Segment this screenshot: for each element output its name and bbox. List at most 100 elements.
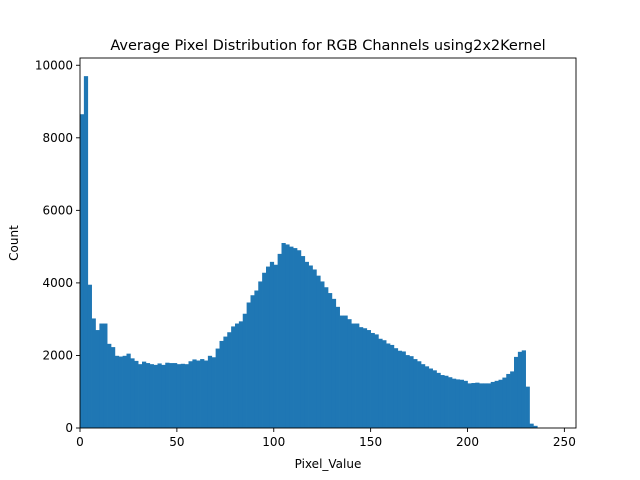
histogram-bar [211, 357, 216, 428]
histogram-bar [130, 358, 135, 428]
histogram-bar [134, 360, 139, 428]
histogram-bar [397, 350, 402, 428]
histogram-bar [529, 423, 534, 428]
histogram-bar [533, 425, 538, 428]
histogram-bar [409, 356, 414, 428]
histogram-bar [320, 281, 325, 428]
histogram-bar [273, 264, 278, 428]
histogram-bar [262, 272, 267, 428]
histogram-bar [347, 319, 352, 428]
histogram-bar [289, 246, 294, 428]
histogram-bar [370, 332, 375, 428]
histogram-bar [525, 386, 530, 428]
histogram-bar [514, 356, 519, 428]
y-tick-label: 0 [65, 421, 73, 435]
histogram-bar [184, 364, 189, 428]
histogram-bars [80, 76, 538, 428]
y-tick-label: 10000 [35, 58, 73, 72]
histogram-bar [374, 334, 379, 428]
histogram-bar [215, 348, 220, 428]
histogram-bar [219, 340, 224, 428]
histogram-bar [490, 381, 495, 428]
histogram-bar [118, 356, 123, 428]
histogram-bar [235, 323, 240, 428]
histogram-bar [463, 380, 468, 428]
histogram-bar [126, 353, 131, 428]
histogram-bar [83, 76, 89, 428]
histogram-bar [390, 344, 395, 428]
x-tick-label: 0 [76, 435, 84, 449]
histogram-bar [80, 114, 85, 428]
histogram-bar [87, 284, 92, 428]
histogram-bar [328, 293, 333, 428]
histogram-bar [424, 366, 430, 428]
histogram-bar [506, 373, 511, 428]
histogram-bar [339, 315, 344, 428]
histogram-bar [475, 382, 480, 428]
histogram-bar [157, 363, 162, 428]
histogram-bar [161, 364, 166, 428]
histogram-bar [285, 244, 290, 428]
x-tick-label: 200 [456, 435, 479, 449]
histogram-bar [99, 323, 104, 428]
histogram-bar [517, 351, 523, 428]
histogram-bar [455, 379, 461, 428]
x-tick-label: 100 [262, 435, 285, 449]
histogram-bar [169, 363, 174, 428]
histogram-bar [471, 383, 476, 428]
histogram-bar [207, 355, 213, 428]
histogram-bar [149, 364, 154, 428]
histogram-bar [258, 281, 263, 428]
histogram-bar [421, 364, 426, 428]
histogram-bar [382, 340, 387, 428]
histogram-bar [459, 379, 464, 428]
histogram-bar [111, 347, 116, 428]
histogram-bar [335, 306, 340, 428]
histogram-bar [145, 363, 151, 428]
x-tick-label: 250 [553, 435, 576, 449]
histogram-bar [91, 318, 96, 428]
x-tick-label: 150 [359, 435, 382, 449]
histogram-bar [440, 375, 445, 428]
histogram-bar [254, 290, 259, 428]
histogram-bar [378, 338, 383, 428]
chart-title: Average Pixel Distribution for RGB Chann… [110, 38, 545, 54]
histogram-bar [297, 250, 302, 428]
y-tick-label: 6000 [42, 203, 73, 217]
histogram-bar [401, 351, 406, 428]
histogram-bar [510, 371, 515, 428]
histogram-bar [362, 328, 368, 428]
histogram-bar [165, 362, 170, 428]
histogram-bar [250, 295, 255, 428]
histogram-bar [351, 323, 356, 428]
x-tick-label: 50 [169, 435, 184, 449]
histogram-bar [432, 370, 437, 428]
histogram-bar [467, 383, 472, 428]
histogram-bar [417, 361, 422, 428]
x-axis: 0 50 100 150 200 250 [76, 428, 576, 449]
y-axis-label: Count [7, 225, 21, 261]
histogram-bar [436, 372, 441, 428]
histogram-bar [479, 383, 484, 428]
histogram-bar [231, 326, 236, 428]
histogram-bar [293, 248, 298, 428]
histogram-bar [355, 323, 360, 428]
histogram-bar [483, 383, 488, 428]
histogram-bar [138, 364, 143, 428]
histogram-bar [448, 377, 453, 428]
histogram-bar [238, 321, 244, 428]
histogram-bar [300, 256, 306, 428]
histogram-bar [393, 348, 399, 428]
histogram-bar [200, 359, 205, 428]
histogram-bar [277, 253, 282, 428]
histogram-bar [266, 266, 271, 428]
histogram-bar [386, 343, 391, 428]
histogram-bar [486, 383, 492, 428]
histogram-bar [444, 375, 449, 428]
histogram-bar [494, 380, 499, 428]
histogram-bar [308, 265, 313, 428]
histogram-bar [246, 302, 251, 428]
histogram-bar [281, 243, 286, 428]
y-tick-label: 2000 [42, 348, 73, 362]
